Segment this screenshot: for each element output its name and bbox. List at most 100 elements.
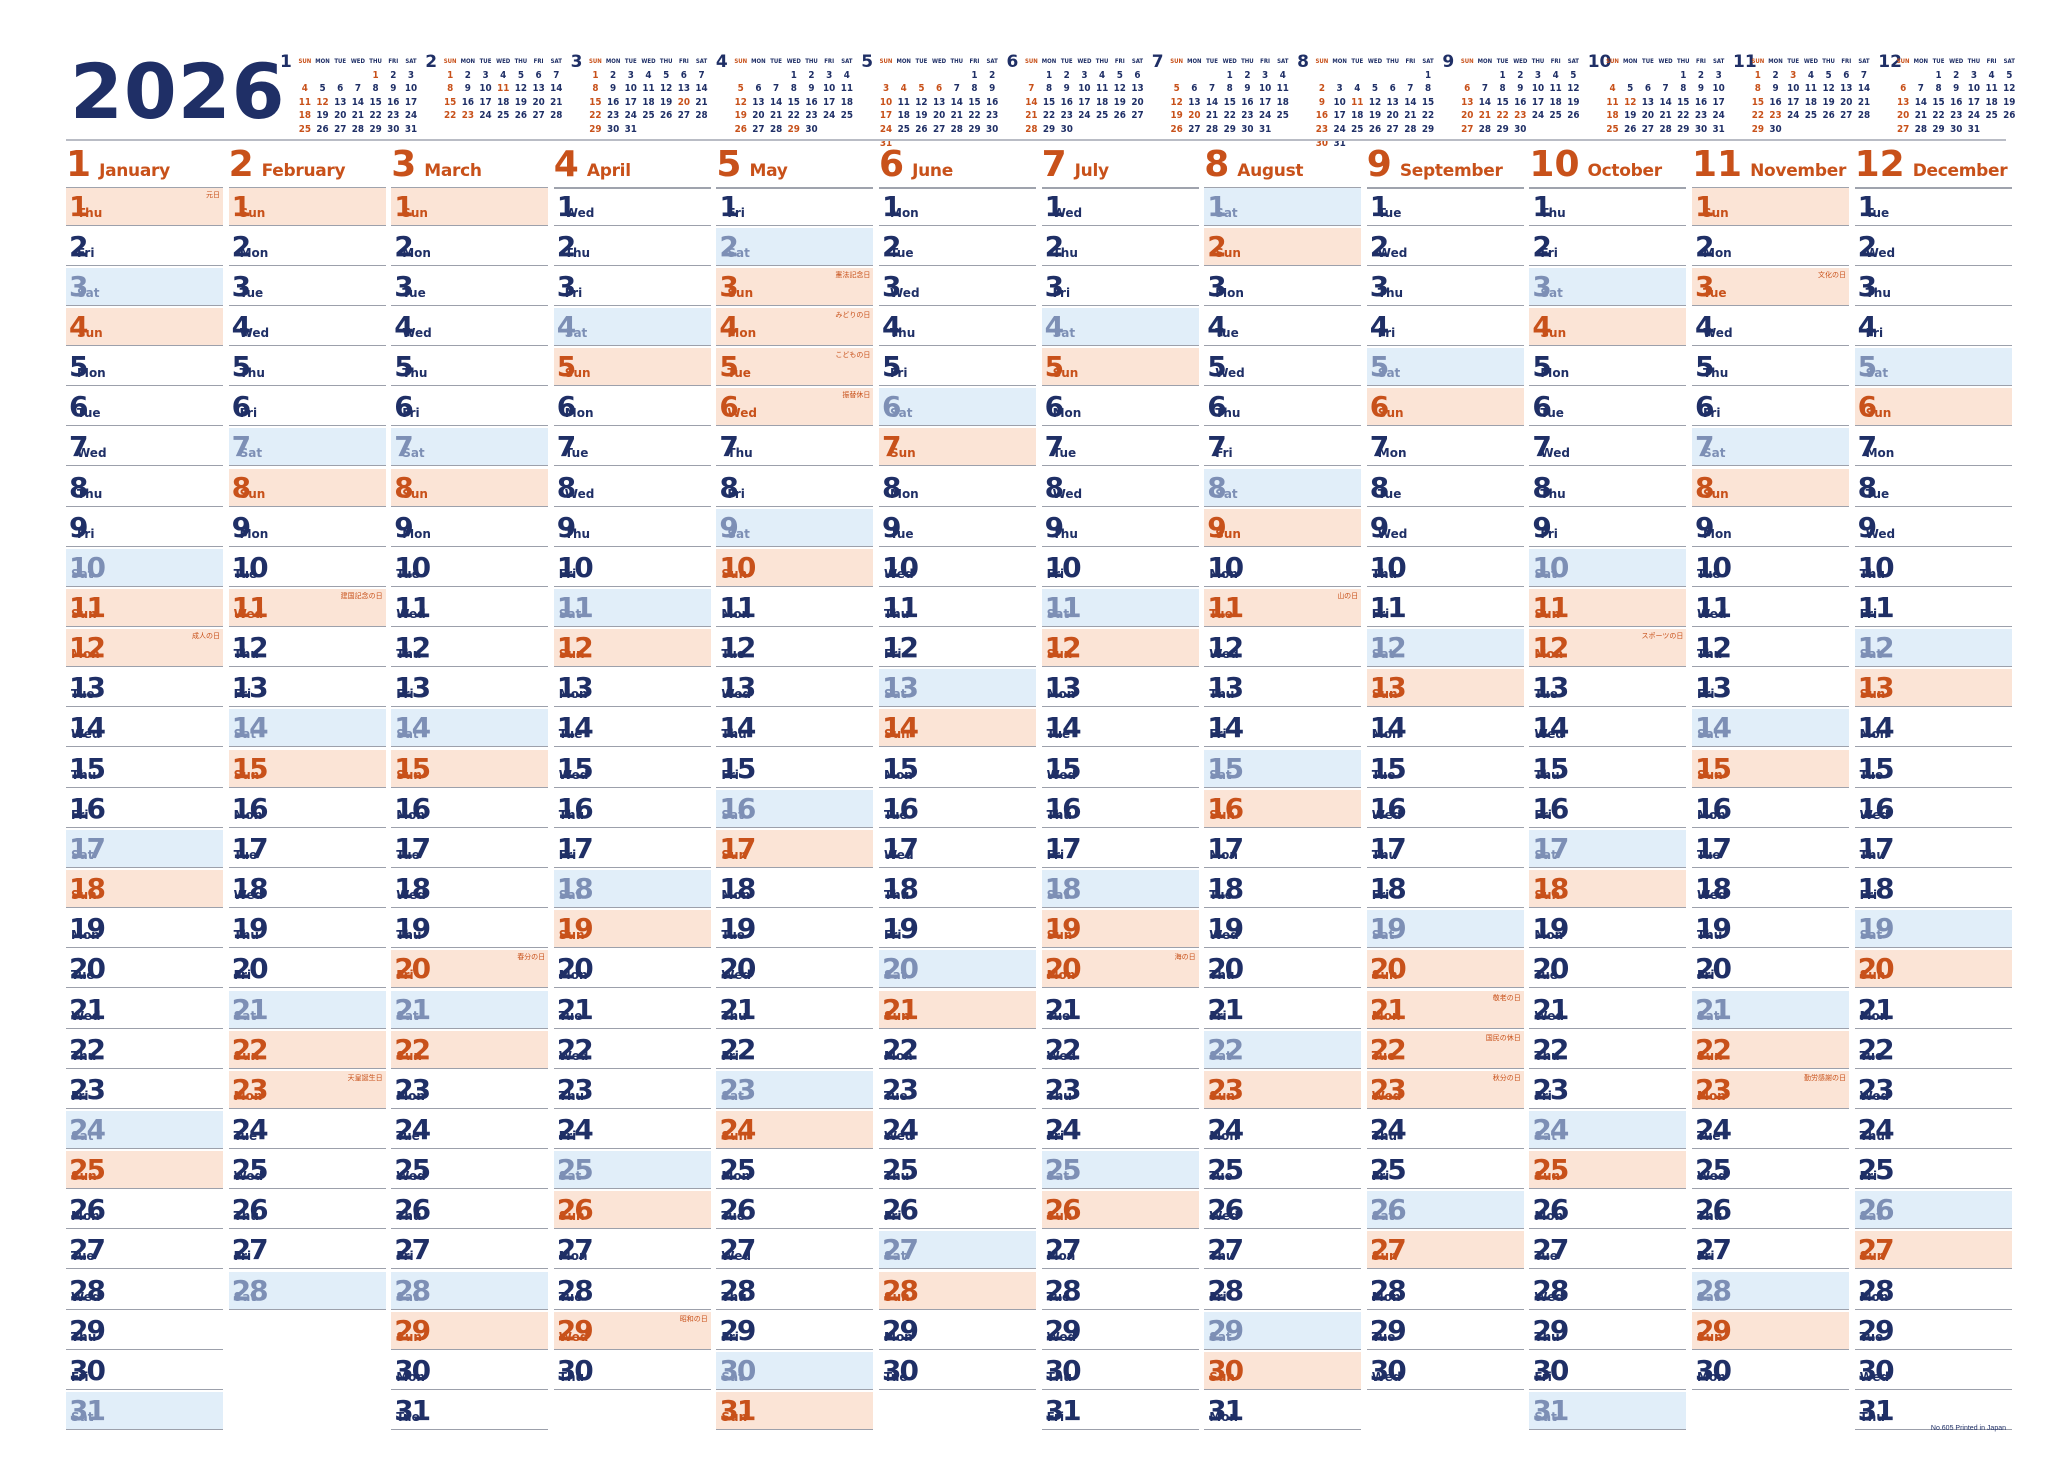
mini-day: 15 [589,96,602,108]
day-number: 3 [1532,269,1552,303]
day-number: 7 [1207,430,1227,464]
day-cell: 5 Thu [1692,348,1849,387]
day-number: 10 [1044,550,1082,584]
weekday-label: Tue [402,285,426,300]
mini-calendar-week: 28 29 30 [1023,123,1147,137]
mini-weekday-label: THU [1241,58,1254,65]
mini-day: 17 [823,96,836,108]
weekday-label: Wed [1859,807,1890,822]
day-cell: 22 Wed [1041,1031,1199,1069]
weekday-label: Thu [1540,205,1566,220]
weekday-label: Fri [1046,1128,1065,1143]
weekday-label: Tue [1859,1048,1884,1063]
weekday-label: Fri [1371,1169,1390,1184]
mini-day: 4 [1609,83,1616,95]
day-cell: 14 Sat [1692,709,1849,748]
mini-day: 4 [1552,69,1559,81]
weekday-label: Fri [1534,1088,1552,1103]
holiday-label: こどもの日 [835,352,871,360]
day-number: 20 [719,952,756,986]
day-cell: 1 Sun [228,187,386,226]
mini-day: 14 [351,96,365,108]
weekday-label: Mon [1534,647,1564,662]
day-number: 12 [1369,631,1407,665]
day-number: 22 [1857,1032,1895,1066]
day-cell: 19 Sun [1041,910,1199,949]
weekday-label: Sun [1371,968,1398,983]
mini-calendar-grid: SUN MON TUE WED THU FRI SAT 1 2 3 4 5 6 7 8 9 10 11 12 13 14… [732,55,856,137]
mini-day: 15 [1042,96,1056,108]
mini-day: 30 [387,123,400,135]
mini-day: 6 [755,83,762,95]
mini-day: 25 [1095,110,1109,122]
day-cell: 21 Mon [1854,991,2012,1029]
day-number: 8 [1532,470,1552,504]
day-number: 10 [69,550,106,584]
mini-day: 6 [936,83,943,95]
day-cell: 23 Thu [553,1071,711,1109]
day-cell: 14 Mon [1366,709,1524,748]
mini-calendar-month-number: 4 [715,52,728,72]
day-cell: 7 Mon [1366,428,1524,467]
day-number: 26 [1207,1193,1244,1227]
mini-day: 28 [550,110,563,122]
weekday-label: Sat [1371,647,1395,662]
day-number: 19 [1532,912,1569,946]
day-cell: 30 Thu [553,1352,711,1390]
day-cell: 25 Wed [1692,1151,1849,1190]
mini-calendar-week: 12 13 14 15 16 17 18 [1168,96,1292,110]
weekday-label: Tue [1377,205,1402,220]
mini-day: 28 [1025,123,1038,135]
weekday-label: Tue [1052,446,1077,461]
day-number: 3 [69,269,89,303]
mini-day: 28 [769,123,783,135]
mini-day: 28 [1857,110,1871,122]
day-number: 6 [231,390,252,424]
month-number: 10 [1529,144,1580,185]
weekday-label: Mon [1209,847,1238,862]
weekday-label: Sat [396,727,419,742]
day-number: 29 [69,1313,106,1347]
holiday-label: 山の日 [1337,593,1359,600]
day-cell: 26 Wed [1204,1191,1362,1230]
day-number: 31 [1207,1394,1244,1427]
day-number: 31 [1532,1394,1569,1427]
mini-calendar-week: 4 5 6 7 8 9 10 [296,82,420,96]
mini-day: 18 [840,96,853,108]
mini-day: 14 [1857,83,1871,95]
mini-weekday-label: FRI [1114,58,1125,65]
mini-weekday-label: SAT [1131,58,1144,65]
day-cell: 11 Mon [716,589,874,627]
day-number: 11 [719,591,756,624]
weekday-label: Mon [890,205,919,220]
day-cell: 30 Tue [879,1352,1036,1390]
mini-day: 27 [932,123,946,135]
weekday-label: Fri [77,526,95,541]
weekday-label: Mon [1859,1008,1889,1023]
weekday-label: Thu [1371,1128,1398,1143]
mini-day: 13 [1386,96,1399,108]
mini-day: 17 [879,110,893,122]
weekday-label: Thu [1859,1410,1885,1424]
day-cell: 6 Tue [66,388,223,427]
day-number: 20 [1695,952,1732,986]
weekday-label: Thu [1209,687,1235,702]
weekday-label: Sat [1703,446,1726,461]
weekday-label: Thu [890,325,916,340]
day-cell: 5 Sat [1854,348,2012,387]
day-number: 20 [1532,952,1569,986]
day-number: 29 [1207,1313,1244,1347]
day-number: 22 [882,1032,919,1066]
day-number: 19 [1207,912,1244,946]
day-number: 26 [394,1193,431,1227]
day-cell: 2 Fri [1529,228,1687,266]
day-cell: 1 Wed [1041,188,1199,226]
day-number: 24 [231,1112,269,1146]
weekday-label: Tue [884,807,908,822]
day-number: 18 [69,872,106,906]
mini-day: 12 [1822,83,1835,95]
day-number: 18 [231,872,269,906]
weekday-label: Mon [71,1209,100,1224]
